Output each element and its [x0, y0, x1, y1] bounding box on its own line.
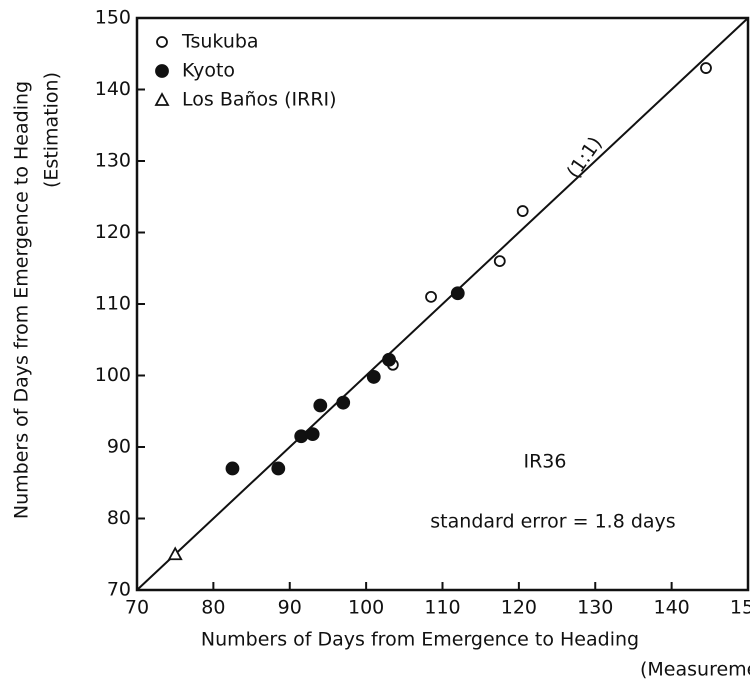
marker [225, 461, 240, 476]
y-tick-label: 150 [95, 7, 131, 29]
x-tick-label: 110 [424, 597, 460, 619]
x-tick-label: 100 [348, 597, 384, 619]
x-tick-label: 80 [201, 597, 225, 619]
marker [305, 427, 320, 442]
x-tick-label: 90 [278, 597, 302, 619]
x-tick-label: 120 [501, 597, 537, 619]
legend-label: Tsukuba [181, 31, 259, 53]
y-tick-label: 130 [95, 150, 131, 172]
legend-marker [156, 36, 168, 48]
y-tick-label: 120 [95, 221, 131, 243]
marker [450, 286, 465, 301]
marker [313, 398, 328, 413]
marker [336, 395, 351, 410]
reference-line [136, 17, 749, 591]
marker [493, 255, 506, 268]
marker [294, 429, 309, 444]
annotation: IR36 [524, 451, 567, 473]
marker [271, 461, 286, 476]
annotation: standard error = 1.8 days [430, 511, 675, 533]
y-tick-label: 80 [107, 507, 131, 529]
y-tick-label: 110 [95, 293, 131, 315]
marker [425, 290, 437, 303]
legend-label: Kyoto [182, 60, 235, 82]
x-tick-label: 140 [653, 597, 689, 619]
x-tick-label: 150 [730, 597, 750, 619]
marker [366, 370, 381, 384]
x-axis-label-sub: (Measurement) [640, 659, 750, 681]
x-axis-label: Numbers of Days from Emergence to Headin… [201, 629, 639, 651]
y-tick-label: 140 [95, 78, 131, 100]
legend-marker [155, 64, 169, 78]
y-axis-label-sub: (Estimation) [41, 72, 63, 188]
y-tick-label: 70 [107, 579, 131, 601]
y-tick-label: 100 [95, 364, 131, 386]
y-axis-label: Numbers of Days from Emergence to Headin… [11, 81, 33, 519]
x-tick-label: 130 [577, 597, 613, 619]
marker [700, 62, 712, 74]
marker [516, 205, 529, 217]
legend-label: Los Baños (IRRI) [182, 89, 337, 111]
marker [167, 546, 183, 561]
legend-marker [154, 92, 170, 106]
marker [382, 352, 396, 367]
y-tick-label: 90 [107, 436, 131, 458]
x-tick-label: 70 [125, 597, 149, 619]
